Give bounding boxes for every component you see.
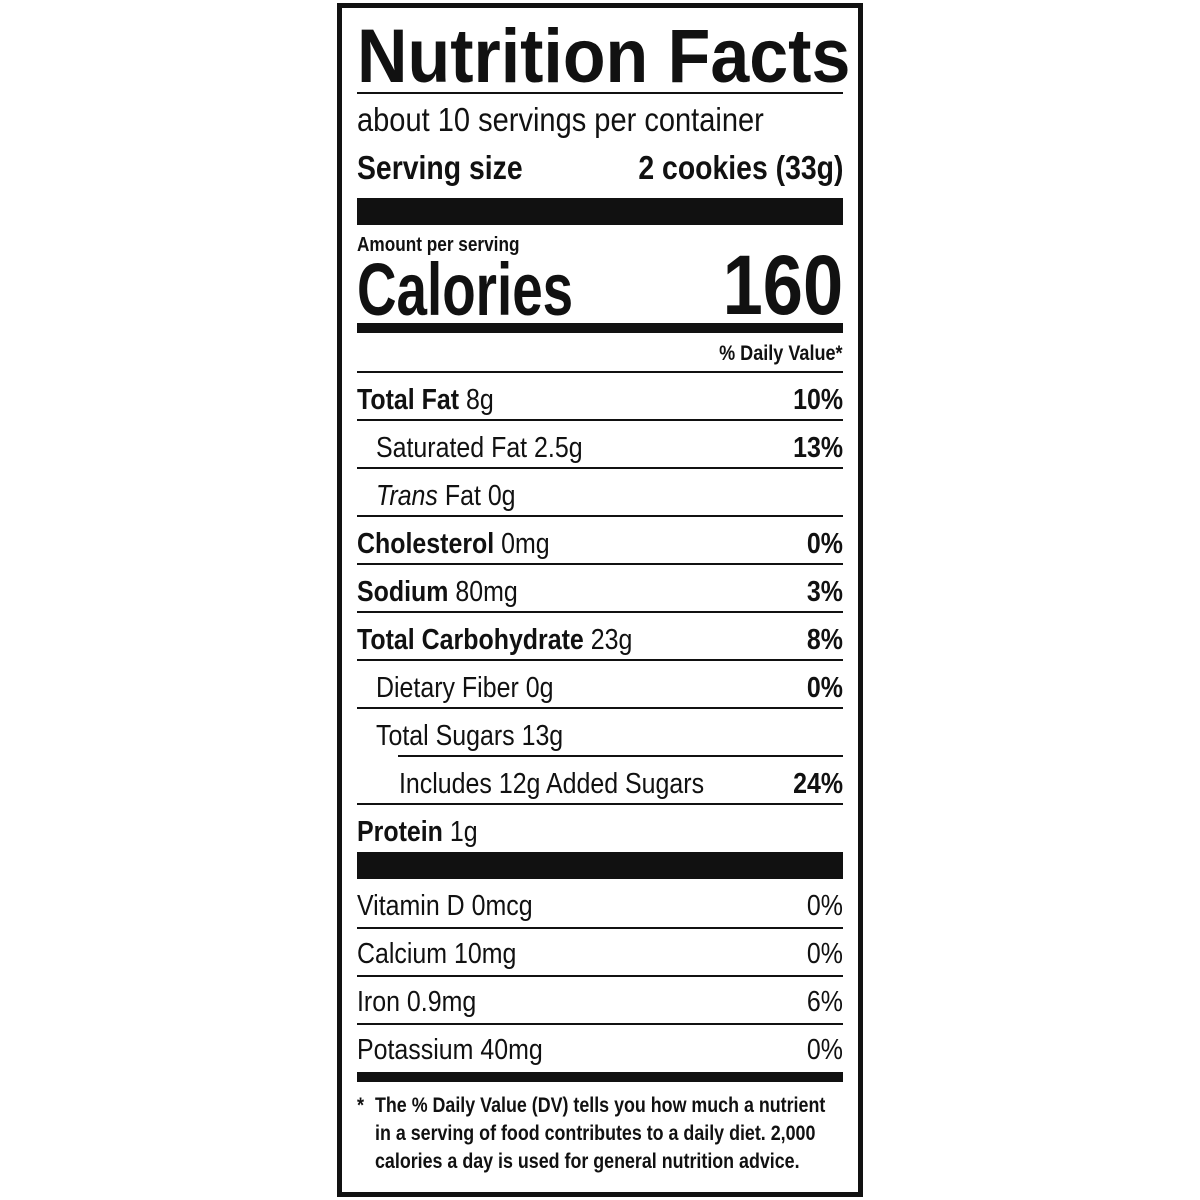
- nutrient-row: Includes 12g Added Sugars 24%: [357, 764, 843, 804]
- rule: [357, 975, 843, 977]
- vitamin-amount: 0mcg: [471, 890, 533, 922]
- rule: [357, 803, 843, 805]
- serving-size-label-text: Serving size: [357, 149, 523, 186]
- vitamin-dv: 0%: [806, 1034, 843, 1066]
- footnote-mark: *: [357, 1092, 365, 1120]
- nutrient-amount: 0mg: [501, 528, 550, 560]
- label-border: [337, 3, 863, 1197]
- nutrient-row: Cholesterol 0mg 0%: [357, 524, 843, 564]
- calories-caption: Amount per serving: [357, 232, 546, 258]
- nutrient-dv: 0%: [806, 528, 843, 560]
- vitamin-dv: 6%: [806, 986, 843, 1018]
- nutrient-label: Saturated Fat: [376, 432, 528, 464]
- nutrient-amount: 13g: [521, 720, 564, 752]
- rule: [357, 927, 843, 929]
- footnote-line: The % Daily Value (DV) tells you how muc…: [375, 1092, 905, 1120]
- bar: [357, 198, 843, 225]
- title-text: Nutrition Facts: [357, 14, 851, 99]
- nutrient-row: Protein 1g: [357, 812, 843, 852]
- serving-size-label: Serving size: [357, 148, 550, 188]
- serving-size: 2 cookies (33g): [543, 148, 843, 188]
- servings-text: about 10 servings per container: [357, 101, 764, 138]
- rule: [357, 707, 843, 709]
- title: Nutrition Facts: [357, 14, 893, 100]
- nutrient-dv: 13%: [793, 432, 843, 464]
- nutrient-row: Dietary Fiber 0g 0%: [357, 668, 843, 708]
- dv-heading: % Daily Value*: [600, 340, 843, 368]
- rule: [357, 611, 843, 613]
- servings: about 10 servings per container: [357, 100, 819, 140]
- rule: [357, 659, 843, 661]
- footnote-text: The % Daily Value (DV) tells you how muc…: [375, 1094, 826, 1117]
- vitamin-dv: 0%: [806, 938, 843, 970]
- vitamin-row: Iron 0.9mg 6%: [357, 982, 843, 1022]
- rule: [357, 419, 843, 421]
- footnote-line: in a serving of food contributes to a da…: [375, 1120, 893, 1148]
- nutrient-amount: 80mg: [455, 576, 518, 608]
- nutrient-label: Fat: [444, 480, 481, 512]
- nutrient-label: Protein: [357, 816, 443, 848]
- vitamin-label: Vitamin D: [357, 890, 465, 922]
- nutrient-row: Total Sugars 13g: [357, 716, 843, 756]
- rule: [357, 563, 843, 565]
- calories-caption-text: Amount per serving: [357, 234, 520, 256]
- nutrient-dv: 3%: [806, 576, 843, 608]
- nutrient-label: Includes 12g Added Sugars: [399, 768, 705, 800]
- calories-label-text: Calories: [357, 248, 574, 331]
- rule: [398, 755, 843, 757]
- nutrient-amount: 0g: [525, 672, 554, 704]
- rule: [357, 515, 843, 517]
- nutrient-row: Total Carbohydrate 23g 8%: [357, 620, 843, 660]
- nutrient-row: Trans Fat 0g: [357, 476, 843, 516]
- rule: [357, 1023, 843, 1025]
- nutrient-dv: 24%: [793, 768, 843, 800]
- nutrient-label: Total Sugars: [376, 720, 515, 752]
- footnote-mark-text: *: [357, 1094, 365, 1117]
- nutrient-amount: 2.5g: [534, 432, 583, 464]
- bar: [357, 1072, 843, 1082]
- vitamin-row: Calcium 10mg 0%: [357, 934, 843, 974]
- nutrient-row: Saturated Fat 2.5g 13%: [357, 428, 843, 468]
- nutrient-amount: 0g: [487, 480, 516, 512]
- calories-value-text: 160: [722, 238, 843, 332]
- vitamin-amount: 40mg: [480, 1034, 543, 1066]
- vitamin-label: Potassium: [357, 1034, 474, 1066]
- vitamin-amount: 10mg: [454, 938, 517, 970]
- nutrient-label: Cholesterol: [357, 528, 495, 560]
- nutrient-label-italic: Trans: [376, 480, 438, 512]
- vitamin-label: Iron: [357, 986, 400, 1018]
- nutrient-dv: 8%: [806, 624, 843, 656]
- nutrient-amount: 1g: [449, 816, 478, 848]
- footnote-line: calories a day is used for general nutri…: [375, 1148, 875, 1176]
- vitamin-row: Potassium 40mg 0%: [357, 1030, 843, 1070]
- serving-size-text: 2 cookies (33g): [637, 149, 843, 186]
- nutrient-amount: 8g: [466, 384, 494, 416]
- bar: [357, 323, 843, 333]
- rule: [357, 371, 843, 373]
- vitamin-dv: 0%: [806, 890, 843, 922]
- nutrient-row: Total Fat 8g 10%: [357, 380, 843, 420]
- nutrient-label: Total Fat: [357, 384, 460, 416]
- rule: [357, 467, 843, 469]
- vitamin-label: Calcium: [357, 938, 448, 970]
- nutrient-label: Total Carbohydrate: [357, 624, 584, 656]
- nutrient-dv: 10%: [793, 384, 843, 416]
- bar: [357, 852, 843, 879]
- vitamin-row: Vitamin D 0mcg 0%: [357, 886, 843, 926]
- nutrient-label: Sodium: [357, 576, 449, 608]
- vitamin-amount: 0.9mg: [406, 986, 477, 1018]
- dv-heading-text: % Daily Value*: [719, 342, 843, 365]
- footnote-text: calories a day is used for general nutri…: [375, 1150, 800, 1173]
- footnote-text: in a serving of food contributes to a da…: [375, 1122, 816, 1145]
- nutrient-dv: 0%: [806, 672, 843, 704]
- rule: [357, 92, 843, 94]
- calories-value: 160: [600, 242, 843, 328]
- nutrient-amount: 23g: [590, 624, 633, 656]
- calories-label: Calories: [357, 250, 649, 330]
- nutrient-label: Dietary Fiber: [376, 672, 519, 704]
- nutrient-row: Sodium 80mg 3%: [357, 572, 843, 612]
